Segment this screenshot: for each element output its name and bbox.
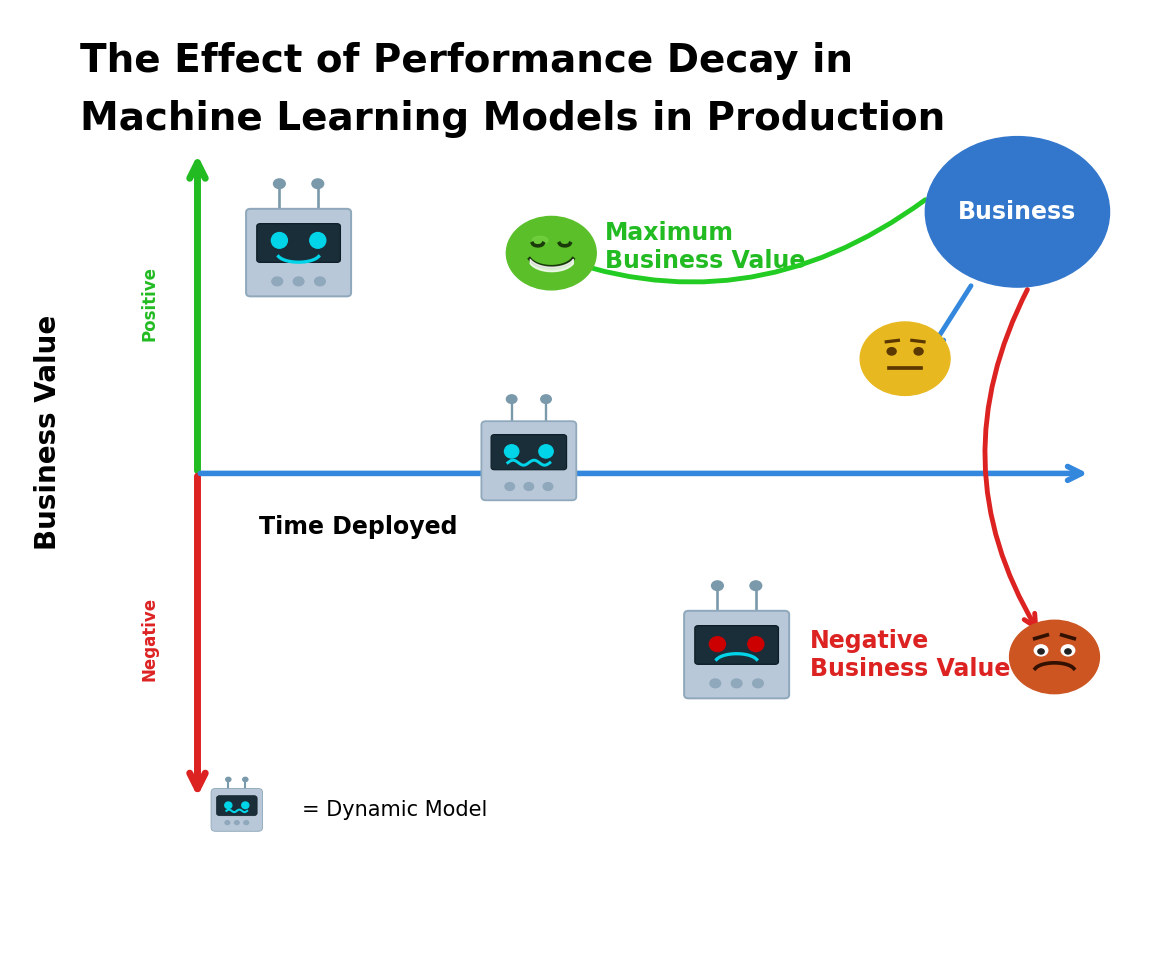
Text: Negative: Negative: [140, 597, 158, 681]
Ellipse shape: [310, 232, 325, 249]
Circle shape: [543, 483, 552, 490]
FancyBboxPatch shape: [684, 611, 789, 698]
Circle shape: [234, 820, 239, 824]
Ellipse shape: [532, 236, 548, 245]
Circle shape: [1061, 645, 1075, 656]
Circle shape: [507, 395, 517, 403]
Circle shape: [860, 322, 950, 396]
Ellipse shape: [539, 445, 553, 458]
Text: Business Value: Business Value: [34, 315, 62, 550]
FancyArrowPatch shape: [985, 290, 1035, 627]
Circle shape: [711, 581, 723, 591]
Circle shape: [1010, 620, 1100, 694]
FancyBboxPatch shape: [211, 789, 262, 832]
FancyArrowPatch shape: [542, 200, 925, 282]
Text: Business: Business: [958, 200, 1076, 224]
Circle shape: [315, 277, 325, 286]
Ellipse shape: [225, 802, 232, 809]
Circle shape: [507, 216, 597, 290]
FancyBboxPatch shape: [695, 625, 778, 664]
Circle shape: [294, 277, 304, 286]
Circle shape: [242, 777, 248, 782]
Circle shape: [226, 777, 230, 782]
Circle shape: [225, 820, 229, 824]
Circle shape: [271, 277, 283, 286]
FancyArrowPatch shape: [932, 286, 971, 347]
Ellipse shape: [271, 232, 288, 249]
Ellipse shape: [748, 637, 764, 652]
Ellipse shape: [709, 637, 725, 652]
Text: Time Deployed: Time Deployed: [260, 514, 457, 539]
Text: Negative
Business Value: Negative Business Value: [810, 629, 1010, 682]
Circle shape: [750, 581, 762, 591]
Text: = Dynamic Model: = Dynamic Model: [302, 800, 488, 820]
Text: The Effect of Performance Decay in: The Effect of Performance Decay in: [80, 42, 853, 80]
Circle shape: [710, 679, 721, 687]
FancyBboxPatch shape: [481, 422, 577, 500]
Circle shape: [752, 679, 763, 687]
Circle shape: [925, 137, 1109, 287]
Text: Machine Learning Models in Production: Machine Learning Models in Production: [80, 99, 945, 138]
Circle shape: [243, 820, 248, 824]
Circle shape: [731, 679, 742, 687]
Text: Maximum
Business Value: Maximum Business Value: [605, 221, 806, 272]
Circle shape: [505, 483, 515, 490]
FancyBboxPatch shape: [216, 795, 257, 815]
Circle shape: [541, 395, 551, 403]
Circle shape: [524, 483, 534, 490]
Circle shape: [312, 179, 324, 188]
Ellipse shape: [242, 802, 249, 809]
Circle shape: [887, 348, 896, 355]
Circle shape: [914, 348, 923, 355]
Circle shape: [1038, 649, 1044, 654]
Circle shape: [1034, 645, 1048, 656]
Circle shape: [1065, 649, 1071, 654]
FancyBboxPatch shape: [256, 224, 340, 262]
Text: Positive: Positive: [140, 266, 158, 341]
FancyBboxPatch shape: [246, 208, 351, 296]
Circle shape: [274, 179, 285, 188]
Ellipse shape: [504, 445, 518, 458]
FancyBboxPatch shape: [491, 435, 566, 469]
